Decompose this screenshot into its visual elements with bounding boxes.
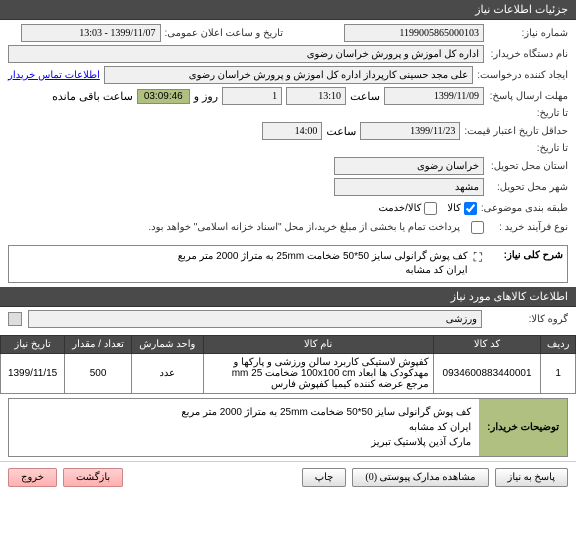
goods-checkbox-item[interactable]: کالا <box>447 202 477 215</box>
group-label: گروه کالا: <box>488 314 568 325</box>
deadline-label: مهلت ارسال پاسخ: <box>488 91 568 102</box>
day-label: روز و <box>194 90 218 103</box>
countdown: 03:09:46 <box>137 89 190 104</box>
summary-text: کف پوش گرانولی سایز 50*50 ضخامت 25mm به … <box>178 250 468 278</box>
col-code: کد کالا <box>433 336 541 354</box>
validity-label: حداقل تاریخ اعتبار قیمت: <box>464 126 568 137</box>
announce-input <box>21 24 161 42</box>
search-icon[interactable] <box>8 312 22 326</box>
time-label-2: ساعت <box>326 125 356 138</box>
validity-time-input <box>262 122 322 140</box>
cell-qty: 500 <box>65 354 132 394</box>
remaining-label: ساعت باقی مانده <box>52 90 133 103</box>
group-input <box>28 310 482 328</box>
buyer-org-label: نام دستگاه خریدار: <box>488 49 568 60</box>
days-left-input <box>222 87 282 105</box>
table-row: 1 0934600883440001 کفپوش لاستیکی کاربرد … <box>1 354 576 394</box>
col-unit: واحد شمارش <box>132 336 204 354</box>
exit-button[interactable]: خروج <box>8 468 57 487</box>
creator-label: ایجاد کننده درخواست: <box>477 70 568 81</box>
buyer-desc-content: کف پوش گرانولی سایز 50*50 ضخامت 25mm به … <box>9 399 479 456</box>
reply-button[interactable]: پاسخ به نیاز <box>495 468 569 487</box>
buyer-desc-label: توضیحات خریدار: <box>479 399 567 456</box>
need-number-label: شماره نیاز: <box>488 28 568 39</box>
purchase-note-item[interactable]: پرداخت تمام یا بخشی از مبلغ خرید،از محل … <box>148 221 484 234</box>
header-title: جزئیات اطلاعات نیاز <box>475 4 568 16</box>
buyer-org-input <box>8 45 484 63</box>
items-header: اطلاعات کالاهای مورد نیاز <box>0 287 576 307</box>
bottom-bar: پاسخ به نیاز مشاهده مدارک پیوستی (0) چاپ… <box>0 461 576 493</box>
attachments-button[interactable]: مشاهده مدارک پیوستی (0) <box>352 468 488 487</box>
buyer-desc-box: توضیحات خریدار: کف پوش گرانولی سایز 50*5… <box>8 398 568 457</box>
validity-date-input <box>360 122 460 140</box>
announce-label: تاریخ و ساعت اعلان عمومی: <box>165 28 284 39</box>
group-row: گروه کالا: <box>0 307 576 331</box>
time-label-1: ساعت <box>350 90 380 103</box>
delivery-state-input <box>334 157 484 175</box>
col-name: نام کالا <box>203 336 433 354</box>
items-table: ردیف کد کالا نام کالا واحد شمارش تعداد /… <box>0 335 576 394</box>
col-date: تاریخ نیاز <box>1 336 65 354</box>
summary-box: شرح کلی نیاز: ⛶ کف پوش گرانولی سایز 50*5… <box>8 245 568 283</box>
restore-icon[interactable]: ⛶ <box>474 250 482 265</box>
cell-name: کفپوش لاستیکی کاربرد سالن ورزشی و پارکها… <box>203 354 433 394</box>
cell-code: 0934600883440001 <box>433 354 541 394</box>
header-bar: جزئیات اطلاعات نیاز <box>0 0 576 20</box>
cell-unit: عدد <box>132 354 204 394</box>
goods-checkbox[interactable] <box>464 202 477 215</box>
delivery-city-input <box>334 178 484 196</box>
form-section: شماره نیاز: تاریخ و ساعت اعلان عمومی: نا… <box>0 20 576 241</box>
to-date-label: تا تاریخ: <box>488 108 568 119</box>
purchase-note-checkbox[interactable] <box>471 221 484 234</box>
back-button[interactable]: بازگشت <box>63 468 123 487</box>
delivery-state-label: استان محل تحویل: <box>488 161 568 172</box>
deadline-date-input <box>384 87 484 105</box>
delivery-city-label: شهر محل تحویل: <box>488 182 568 193</box>
contact-link[interactable]: اطلاعات تماس خریدار <box>8 70 100 81</box>
service-checkbox[interactable] <box>424 202 437 215</box>
col-idx: ردیف <box>541 336 576 354</box>
purchase-note: پرداخت تمام یا بخشی از مبلغ خرید،از محل … <box>148 222 460 233</box>
creator-input <box>104 66 473 84</box>
deadline-time-input <box>286 87 346 105</box>
cell-idx: 1 <box>541 354 576 394</box>
service-checkbox-item[interactable]: کالا/خدمت <box>378 202 437 215</box>
items-table-container: ردیف کد کالا نام کالا واحد شمارش تعداد /… <box>0 335 576 394</box>
budget-label: طبقه بندی موضوعی: <box>481 203 568 214</box>
process-label: نوع فرآیند خرید : <box>488 222 568 233</box>
summary-label: شرح کلی نیاز: <box>488 250 563 261</box>
need-number-input <box>344 24 484 42</box>
cell-date: 1399/11/15 <box>1 354 65 394</box>
print-button[interactable]: چاپ <box>302 468 347 487</box>
goods-check-label: کالا <box>447 203 461 214</box>
to-date2-label: تا تاریخ: <box>488 143 568 154</box>
items-header-title: اطلاعات کالاهای مورد نیاز <box>451 291 568 303</box>
service-check-label: کالا/خدمت <box>378 203 421 214</box>
col-qty: تعداد / مقدار <box>65 336 132 354</box>
